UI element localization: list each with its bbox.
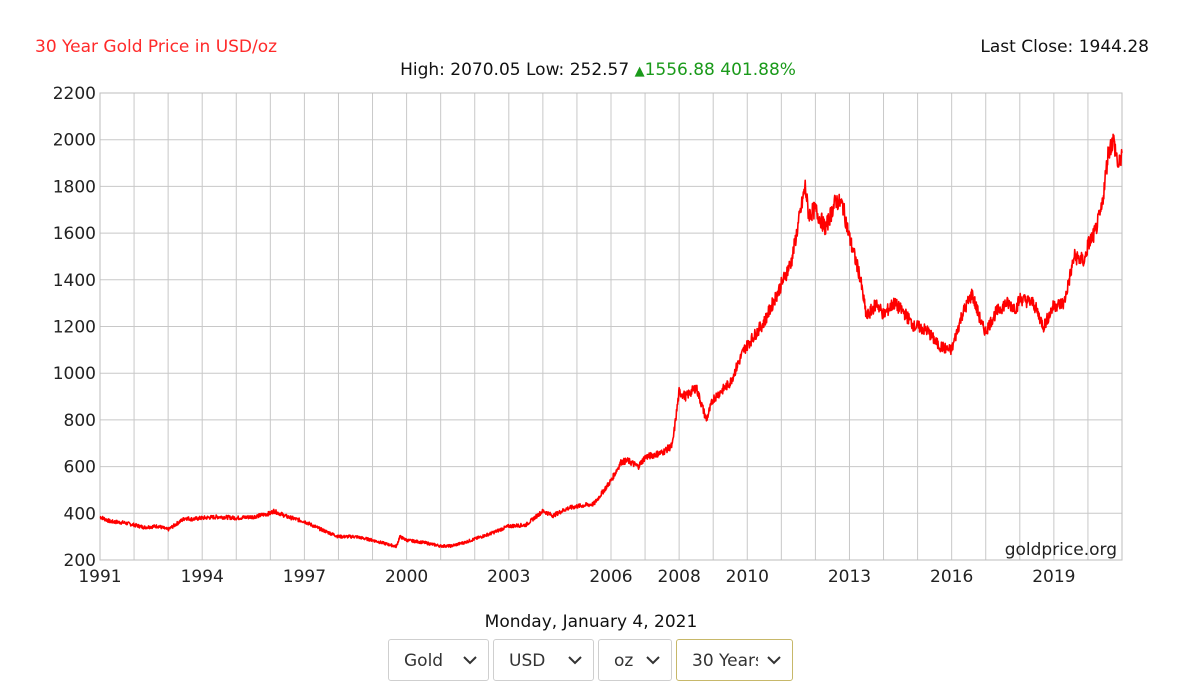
- x-tick-label: 2013: [828, 567, 871, 587]
- y-tick-label: 2000: [53, 131, 96, 151]
- x-tick-label: 1997: [283, 567, 326, 587]
- x-tick-label: 1991: [78, 567, 121, 587]
- x-tick-label: 2019: [1032, 567, 1075, 587]
- y-tick-label: 1400: [53, 271, 96, 291]
- x-tick-label: 2010: [726, 567, 769, 587]
- y-tick-label: 1200: [53, 318, 96, 338]
- range-select[interactable]: 30 Years: [676, 639, 793, 681]
- price-summary: High: 2070.05 Low: 252.57 ▲1556.88 401.8…: [0, 60, 1196, 80]
- y-tick-label: 200: [64, 551, 96, 571]
- y-tick-label: 1000: [53, 364, 96, 384]
- change-value: 1556.88: [644, 60, 715, 80]
- unit-select[interactable]: oz: [598, 639, 672, 681]
- unit-select-value: oz: [614, 651, 634, 671]
- chevron-down-icon: [463, 656, 477, 665]
- y-tick-label: 400: [64, 504, 96, 524]
- y-axis-ticks: 200 400 600 800 1000 1200 1400 1600 1800 2000 2200: [53, 84, 96, 571]
- x-tick-label: 2006: [589, 567, 632, 587]
- price-chart: 200 400 600 800 1000 1200 1400 1600 1800 2000 2200…: [53, 84, 1123, 587]
- low-label: Low:: [526, 60, 565, 80]
- y-tick-label: 1600: [53, 224, 96, 244]
- range-select-value: 30 Years: [692, 651, 758, 671]
- change-percent: 401.88%: [720, 60, 796, 80]
- x-tick-label: 2016: [930, 567, 973, 587]
- high-value: 2070.05: [450, 60, 521, 80]
- currency-select[interactable]: USD: [493, 639, 594, 681]
- high-label: High:: [400, 60, 445, 80]
- x-tick-label: 1994: [181, 567, 224, 587]
- gold-price-line: [99, 133, 1123, 549]
- y-tick-label: 2200: [53, 84, 96, 104]
- y-tick-label: 1800: [53, 177, 96, 197]
- last-close-value: 1944.28: [1078, 37, 1149, 57]
- plot-frame: [99, 92, 1123, 561]
- metal-select-value: Gold: [404, 651, 444, 671]
- low-value: 252.57: [569, 60, 630, 80]
- y-tick-label: 800: [64, 411, 96, 431]
- chevron-down-icon: [568, 656, 582, 665]
- metal-select[interactable]: Gold: [388, 639, 489, 681]
- chart-title: 30 Year Gold Price in USD/oz: [35, 37, 278, 57]
- up-triangle-icon: ▲: [634, 64, 645, 79]
- currency-select-value: USD: [509, 651, 546, 671]
- x-tick-label: 2003: [487, 567, 530, 587]
- last-close-label: Last Close:: [980, 37, 1074, 57]
- x-tick-label: 2008: [658, 567, 701, 587]
- watermark: goldprice.org: [1005, 540, 1117, 560]
- current-date: Monday, January 4, 2021: [484, 612, 698, 632]
- chevron-down-icon: [767, 656, 781, 665]
- last-close: Last Close: 1944.28: [980, 37, 1149, 57]
- x-tick-label: 2000: [385, 567, 428, 587]
- y-tick-label: 600: [64, 458, 96, 478]
- x-axis-ticks: 1991 1994 1997 2000 2003 2006 2008 2010 2013 2016…: [78, 567, 1075, 587]
- chevron-down-icon: [646, 656, 660, 665]
